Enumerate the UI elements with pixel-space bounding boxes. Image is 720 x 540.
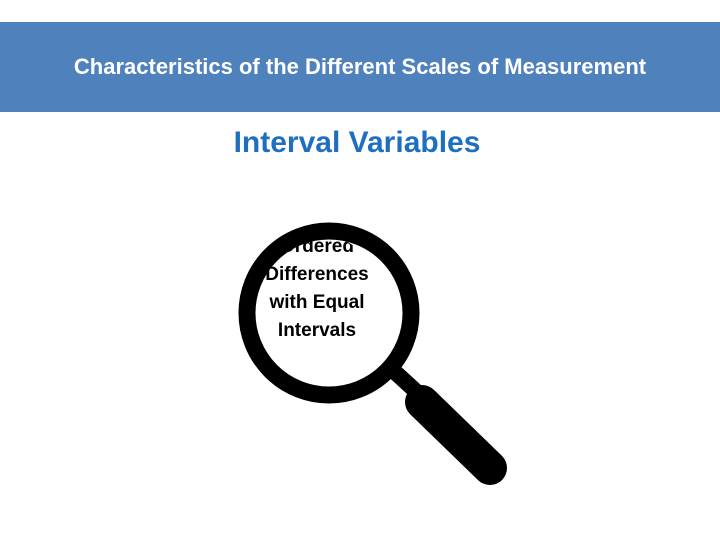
magnifying-glass-icon <box>238 222 507 485</box>
slide-title: Characteristics of the Different Scales … <box>73 54 647 79</box>
section-heading: Interval Variables <box>233 126 481 159</box>
lens-text-line-4: Intervals <box>277 320 357 341</box>
title-banner: Characteristics of the Different Scales … <box>0 22 720 112</box>
lens-text-line-3: with Equal <box>269 292 365 313</box>
lens-text-line-1: Ordered <box>280 236 354 257</box>
lens-text-area: Ordered Differences with Equal Intervals <box>251 234 383 374</box>
magnifier-handle <box>405 385 507 485</box>
magnifier-lens-ring <box>238 222 420 404</box>
lens-text-line-2: Differences <box>265 264 369 285</box>
